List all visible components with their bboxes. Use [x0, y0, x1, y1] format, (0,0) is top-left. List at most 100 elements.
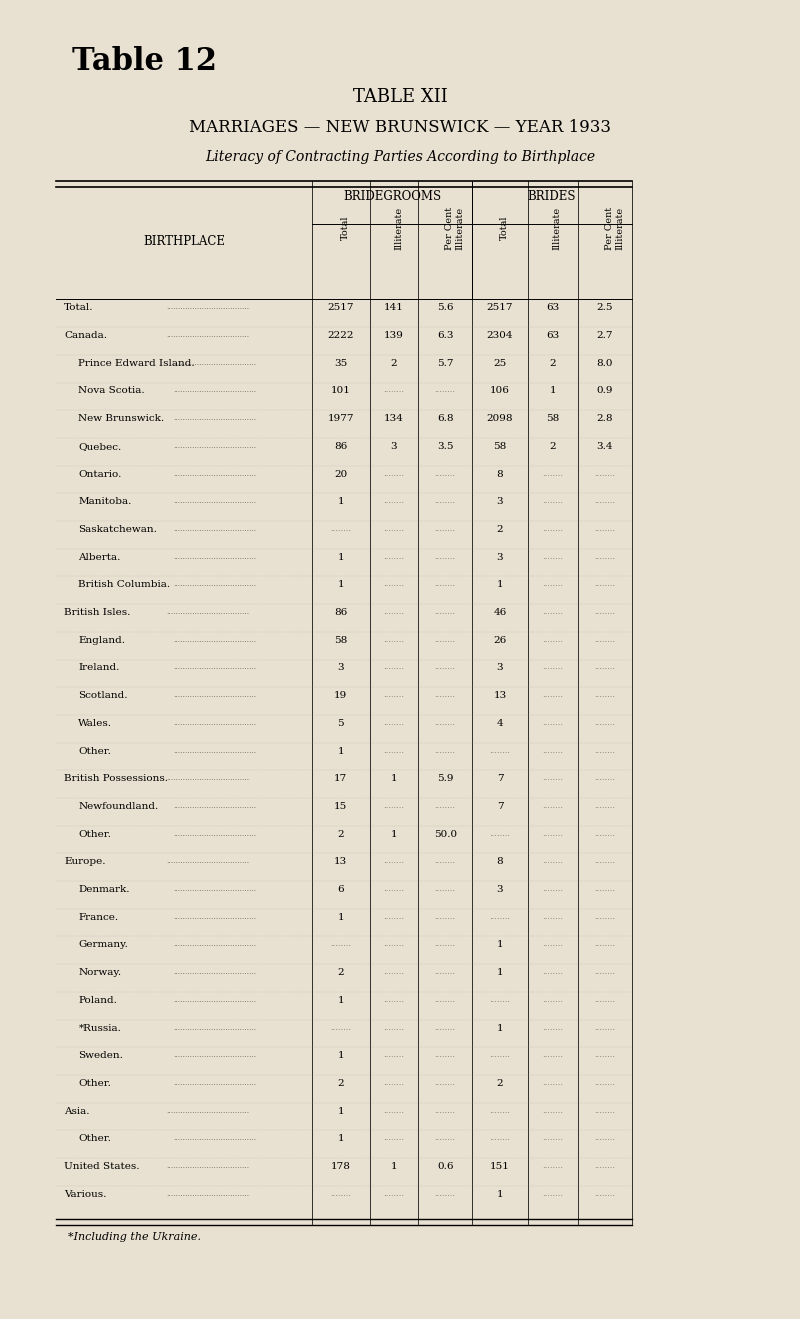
Text: ........: ........	[434, 608, 456, 616]
Text: ...................................: ...................................	[166, 303, 250, 311]
Text: 25: 25	[494, 359, 506, 368]
Text: Alberta.: Alberta.	[78, 553, 121, 562]
Text: ........: ........	[542, 1051, 563, 1059]
Text: 1: 1	[497, 1190, 503, 1199]
Text: ........: ........	[434, 802, 456, 810]
Text: 7: 7	[497, 774, 503, 783]
Text: ........: ........	[434, 1107, 456, 1115]
Text: 5: 5	[338, 719, 344, 728]
Text: Denmark.: Denmark.	[78, 885, 130, 894]
Text: 86: 86	[334, 608, 347, 617]
Text: 1: 1	[338, 913, 344, 922]
Text: 3: 3	[497, 663, 503, 673]
Text: ...................................: ...................................	[174, 497, 257, 505]
Text: ........: ........	[542, 830, 563, 838]
Text: ........: ........	[383, 1107, 405, 1115]
Text: 2: 2	[550, 359, 556, 368]
Text: ........: ........	[594, 1024, 615, 1031]
Text: ........: ........	[542, 1134, 563, 1142]
Text: ........: ........	[434, 1079, 456, 1087]
Text: ...................................: ...................................	[166, 608, 250, 616]
Text: 3: 3	[390, 442, 398, 451]
Text: Canada.: Canada.	[64, 331, 107, 340]
Text: ........: ........	[542, 940, 563, 948]
Text: British Columbia.: British Columbia.	[78, 580, 170, 590]
Text: 20: 20	[334, 470, 347, 479]
Text: ...................................: ...................................	[174, 525, 257, 533]
Text: 0.6: 0.6	[437, 1162, 454, 1171]
Text: 5.6: 5.6	[437, 303, 454, 313]
Text: ...................................: ...................................	[174, 414, 257, 422]
Text: ........: ........	[542, 802, 563, 810]
Text: ...................................: ...................................	[166, 331, 250, 339]
Text: 1: 1	[338, 553, 344, 562]
Text: ........: ........	[542, 1024, 563, 1031]
Text: ...................................: ...................................	[174, 885, 257, 893]
Text: Scotland.: Scotland.	[78, 691, 128, 700]
Text: ........: ........	[594, 913, 615, 921]
Text: 7: 7	[497, 802, 503, 811]
Text: Germany.: Germany.	[78, 940, 128, 950]
Text: ........: ........	[434, 1051, 456, 1059]
Text: ........: ........	[383, 470, 405, 477]
Text: 2: 2	[338, 1079, 344, 1088]
Text: England.: England.	[78, 636, 126, 645]
Text: ........: ........	[383, 1024, 405, 1031]
Text: ........: ........	[594, 663, 615, 671]
Text: ........: ........	[434, 996, 456, 1004]
Text: ........: ........	[383, 1051, 405, 1059]
Text: ........: ........	[434, 386, 456, 394]
Text: ........: ........	[594, 747, 615, 754]
Text: ...................................: ...................................	[166, 1162, 250, 1170]
Text: 2: 2	[338, 968, 344, 977]
Text: ........: ........	[594, 608, 615, 616]
Text: ........: ........	[434, 1190, 456, 1198]
Text: ........: ........	[594, 470, 615, 477]
Text: 5.7: 5.7	[437, 359, 454, 368]
Text: ...................................: ...................................	[174, 802, 257, 810]
Text: ...................................: ...................................	[174, 663, 257, 671]
Text: 1: 1	[338, 747, 344, 756]
Text: ...................................: ...................................	[174, 442, 257, 450]
Text: ...................................: ...................................	[166, 857, 250, 865]
Text: 6.3: 6.3	[437, 331, 454, 340]
Text: 1: 1	[390, 774, 398, 783]
Text: ........: ........	[490, 913, 510, 921]
Text: ........: ........	[542, 719, 563, 727]
Text: 4: 4	[497, 719, 503, 728]
Text: 50.0: 50.0	[434, 830, 457, 839]
Text: United States.: United States.	[64, 1162, 139, 1171]
Text: 2222: 2222	[327, 331, 354, 340]
Text: ........: ........	[542, 553, 563, 561]
Text: 1: 1	[550, 386, 556, 396]
Text: Prince Edward Island.: Prince Edward Island.	[78, 359, 195, 368]
Text: 58: 58	[494, 442, 506, 451]
Text: ........: ........	[383, 996, 405, 1004]
Text: ........: ........	[490, 1134, 510, 1142]
Text: ........: ........	[383, 719, 405, 727]
Text: ........: ........	[383, 747, 405, 754]
Text: ........: ........	[594, 774, 615, 782]
Text: British Isles.: British Isles.	[64, 608, 130, 617]
Text: ........: ........	[434, 636, 456, 644]
Text: ........: ........	[542, 1162, 563, 1170]
Text: ........: ........	[594, 719, 615, 727]
Text: 5.9: 5.9	[437, 774, 454, 783]
Text: 2.7: 2.7	[597, 331, 613, 340]
Text: 2: 2	[497, 525, 503, 534]
Text: 3: 3	[497, 553, 503, 562]
Text: 3: 3	[497, 497, 503, 506]
Text: 2: 2	[390, 359, 398, 368]
Text: Saskatchewan.: Saskatchewan.	[78, 525, 158, 534]
Text: ........: ........	[594, 1079, 615, 1087]
Text: ...................................: ...................................	[174, 553, 257, 561]
Text: Nova Scotia.: Nova Scotia.	[78, 386, 145, 396]
Text: 3.5: 3.5	[437, 442, 454, 451]
Text: ........: ........	[594, 553, 615, 561]
Text: 2: 2	[338, 830, 344, 839]
Text: 139: 139	[384, 331, 404, 340]
Text: 6.8: 6.8	[437, 414, 454, 423]
Text: 2: 2	[550, 442, 556, 451]
Text: 63: 63	[546, 303, 559, 313]
Text: ........: ........	[542, 996, 563, 1004]
